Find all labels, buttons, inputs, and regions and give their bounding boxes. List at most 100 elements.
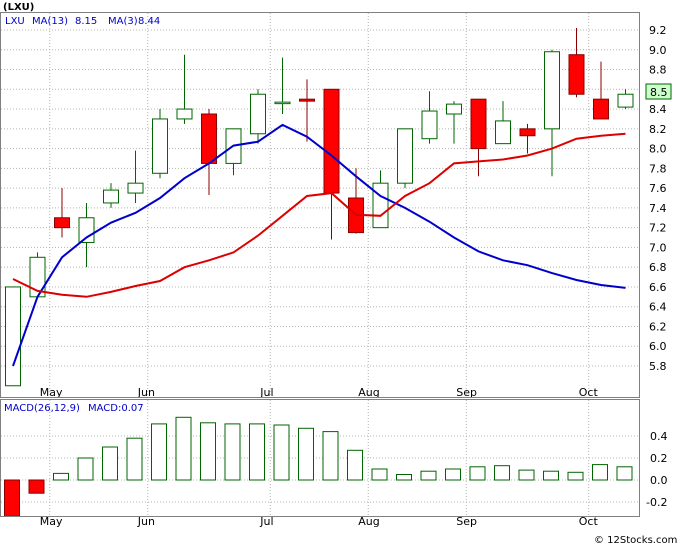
watermark: © 12Stocks.com [594, 535, 677, 546]
macd-bar [224, 423, 241, 481]
candle-body [519, 128, 536, 137]
grid-layer [1, 13, 639, 516]
price-y-tick-label: 9.0 [649, 44, 667, 57]
macd-bar [200, 422, 216, 481]
candle-body [470, 98, 487, 150]
price-month-label: Oct [579, 386, 599, 399]
ma13-line [12, 123, 626, 367]
macd-bar [469, 466, 486, 481]
macd-bar [102, 446, 118, 481]
price-y-tick-label: 8.8 [649, 64, 667, 77]
candle-body [495, 120, 511, 145]
candle-body [127, 182, 144, 194]
price-y-tick-label: 7.6 [649, 182, 667, 195]
legend-ma3-value: 8.44 [138, 16, 160, 27]
macd-bar [396, 474, 412, 481]
macd-y-tick-label: -0.2 [646, 496, 667, 509]
macd-bar [77, 457, 94, 481]
price-y-tick-label: 8.2 [649, 123, 667, 136]
candle-body [201, 113, 217, 164]
macd-bar [298, 427, 314, 481]
candle-body [250, 93, 266, 135]
macd-bar [420, 470, 437, 481]
candle-body [103, 189, 119, 204]
candle-body [372, 182, 389, 229]
price-y-tick-label: 6.4 [649, 301, 667, 314]
macd-month-label: Jul [259, 515, 273, 528]
macd-y-tick-label: 0.0 [650, 474, 668, 487]
price-y-tick-label: 5.8 [649, 360, 667, 373]
price-month-label: Sep [456, 386, 477, 399]
macd-bar [28, 479, 45, 494]
line-layer [12, 123, 626, 367]
price-y-tick-label: 6.2 [649, 320, 667, 333]
price-y-tick-label: 9.2 [649, 24, 667, 37]
legend-symbol: LXU [5, 16, 25, 27]
price-y-tick-label: 7.0 [649, 241, 667, 254]
ma3-line [12, 132, 626, 298]
macd-bar [445, 468, 461, 481]
candle-body [544, 51, 560, 130]
price-y-tick-label: 8.4 [649, 103, 667, 116]
candle-body [421, 110, 438, 140]
macd-bar [592, 464, 608, 481]
macd-bar [126, 437, 143, 481]
price-y-tick-label: 7.4 [649, 202, 667, 215]
legend-ma3-label: MA(3) [108, 16, 138, 27]
macd-bar [347, 449, 363, 481]
last-price-badge [645, 83, 672, 100]
candle-body [568, 54, 585, 95]
macd-y-tick-label: 0.2 [650, 452, 668, 465]
macd-bar [371, 468, 388, 481]
macd-bar [322, 431, 339, 481]
macd-bar [4, 479, 20, 517]
candle-body [176, 108, 193, 120]
candle-body [617, 93, 634, 108]
mark-layer [4, 28, 634, 517]
macd-bar [616, 466, 633, 481]
chart-title: (LXU) [3, 2, 34, 13]
macd-bar [175, 416, 192, 481]
price-y-tick-label: 6.0 [649, 340, 667, 353]
macd-bar [273, 424, 290, 481]
candle-body [274, 101, 291, 105]
candle-body [54, 217, 70, 229]
macd-bar [494, 465, 510, 481]
macd-legend-value: MACD:0.07 [88, 403, 144, 414]
macd-y-tick-label: 0.4 [650, 430, 668, 443]
candle-body [152, 118, 168, 174]
legend-ma13-value: 8.15 [75, 16, 97, 27]
candle-body [5, 286, 21, 387]
price-month-label: Aug [358, 386, 379, 399]
candle-body [446, 103, 462, 115]
macd-month-label: Sep [456, 515, 477, 528]
price-y-tick-label: 6.6 [649, 281, 667, 294]
legend-ma13-label: MA(13) [32, 16, 68, 27]
macd-bar [53, 472, 69, 481]
price-panel-border [0, 12, 640, 398]
candle-body [397, 128, 413, 184]
macd-month-label: Oct [579, 515, 599, 528]
candle-body [323, 88, 340, 194]
macd-bar [567, 471, 584, 481]
macd-month-label: Jun [137, 515, 155, 528]
price-y-tick-label: 7.2 [649, 222, 667, 235]
price-y-tick-label: 7.8 [649, 162, 667, 175]
macd-month-label: May [40, 515, 63, 528]
candle-body [299, 98, 315, 102]
price-month-label: Jun [137, 386, 155, 399]
macd-legend-label: MACD(26,12,9) [4, 403, 80, 414]
macd-panel-border [0, 399, 640, 517]
macd-bar [518, 469, 535, 481]
price-y-tick-label: 6.8 [649, 261, 667, 274]
last-price-value: 8.5 [650, 86, 668, 99]
candle-body [593, 98, 609, 120]
macd-bar [249, 423, 265, 481]
price-month-label: May [40, 386, 63, 399]
macd-month-label: Aug [358, 515, 379, 528]
macd-bar [151, 423, 167, 481]
macd-bar [543, 470, 559, 481]
price-y-tick-label: 8.0 [649, 143, 667, 156]
